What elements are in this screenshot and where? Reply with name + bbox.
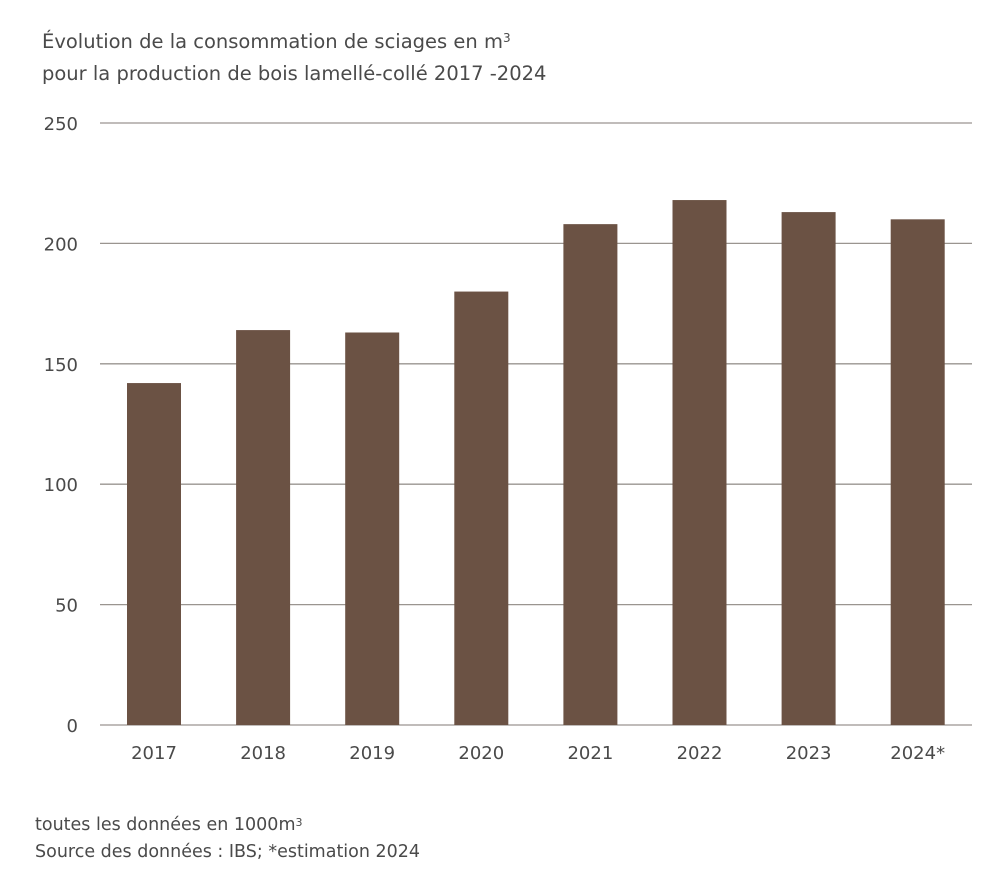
bar-2022 — [672, 200, 727, 725]
bar-2017 — [127, 383, 181, 725]
bar-2018 — [236, 330, 291, 725]
bar-2019 — [345, 332, 400, 725]
bar-2023 — [781, 212, 836, 725]
source-note: Source des données : IBS; *estimation 20… — [35, 842, 421, 862]
y-tick-label: 50 — [55, 596, 78, 617]
bar-2024 — [890, 219, 945, 725]
title-text: Évolution de la consommation de sciages … — [42, 30, 503, 53]
x-tick-label: 2021 — [567, 743, 613, 764]
y-tick-label: 100 — [44, 475, 78, 496]
chart-footer: toutes les données en 1000m3 Source des … — [35, 812, 420, 866]
x-tick-label: 2018 — [240, 743, 286, 764]
title-superscript: 3 — [502, 31, 511, 45]
x-tick-label: 2024* — [890, 743, 945, 764]
units-text: toutes les données en 1000m — [35, 815, 296, 835]
y-tick-label: 250 — [44, 114, 78, 135]
x-tick-label: 2017 — [131, 743, 177, 764]
title-line-2: pour la production de bois lamellé-collé… — [42, 62, 547, 85]
x-tick-label: 2022 — [677, 743, 723, 764]
y-tick-label: 200 — [44, 234, 78, 255]
units-note: toutes les données en 1000m3 — [35, 812, 420, 839]
y-tick-label: 0 — [67, 716, 78, 737]
bar-2020 — [454, 291, 509, 725]
y-tick-label: 150 — [44, 355, 78, 376]
x-tick-label: 2023 — [786, 743, 832, 764]
title-line-1: Évolution de la consommation de sciages … — [42, 26, 546, 58]
x-tick-label: 2020 — [458, 743, 504, 764]
x-tick-label: 2019 — [349, 743, 395, 764]
bar-2021 — [563, 224, 618, 726]
units-superscript: 3 — [295, 816, 303, 829]
chart-title: Évolution de la consommation de sciages … — [42, 26, 546, 90]
